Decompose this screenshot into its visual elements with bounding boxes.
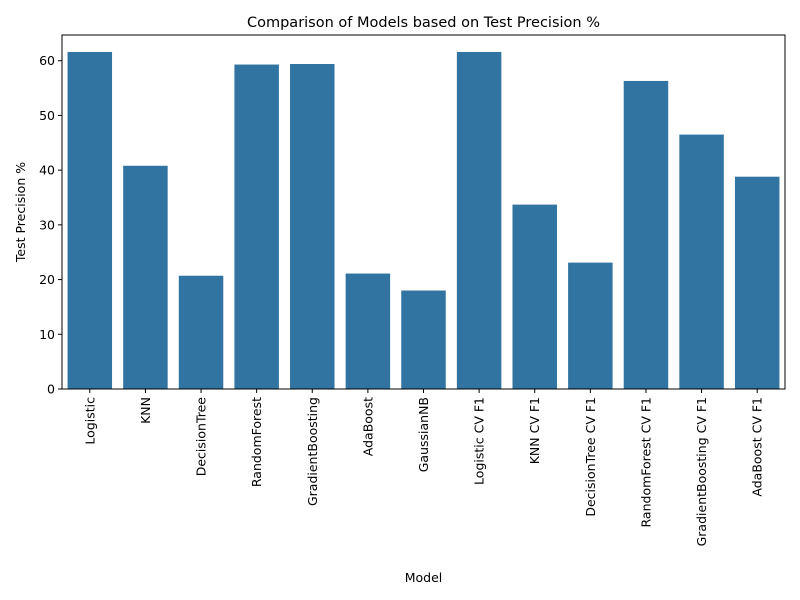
bar-knn — [123, 165, 168, 389]
y-tick-label: 20 — [39, 272, 55, 287]
plot-frame — [61, 34, 786, 390]
x-tick-label: Logistic — [82, 397, 97, 445]
chart-title: Comparison of Models based on Test Preci… — [247, 15, 600, 31]
y-tick-label: 60 — [39, 53, 55, 68]
bar-logistic-cv-f1 — [456, 51, 502, 389]
bar-decisiontree — [178, 275, 224, 389]
x-tick-label: GradientBoosting — [305, 397, 320, 506]
bar-adaboost — [345, 273, 391, 389]
y-tick-label: 0 — [47, 382, 55, 397]
x-tick-label: RandomForest — [249, 397, 264, 487]
bar-logistic — [67, 51, 113, 389]
bar-adaboost-cv-f1 — [734, 176, 780, 389]
y-axis-label: Test Precision % — [13, 162, 28, 263]
bar-gaussiannb — [401, 290, 446, 389]
y-tick-label: 30 — [39, 217, 55, 232]
x-tick-label: KNN CV F1 — [527, 397, 542, 464]
bar-randomforest-cv-f1 — [623, 80, 669, 390]
x-tick-label: GradientBoosting CV F1 — [694, 397, 709, 546]
x-tick-label: KNN — [138, 397, 153, 424]
x-axis: Logistic KNN DecisionTree RandomForest Gradi… — [82, 389, 765, 546]
bar-knn-cv-f1 — [512, 204, 557, 389]
x-tick-label: DecisionTree — [194, 397, 209, 477]
y-tick-label: 50 — [39, 108, 55, 123]
x-tick-label: Logistic CV F1 — [472, 397, 487, 485]
bars-group — [67, 51, 780, 390]
x-tick-label: AdaBoost — [360, 397, 375, 456]
x-tick-label: GaussianNB — [416, 397, 431, 472]
y-tick-label: 40 — [39, 163, 55, 178]
x-axis-label: Model — [405, 570, 443, 585]
y-tick-label: 10 — [39, 327, 55, 342]
x-tick-label: AdaBoost CV F1 — [750, 397, 765, 497]
bar-randomforest — [234, 64, 279, 389]
bar-decisiontree-cv-f1 — [568, 262, 613, 389]
x-tick-label: RandomForest CV F1 — [638, 397, 653, 527]
bar-gradientboosting-cv-f1 — [679, 134, 724, 389]
x-tick-label: DecisionTree CV F1 — [583, 397, 598, 517]
bar-gradientboosting — [290, 63, 335, 390]
y-axis: 0 10 20 30 40 50 60 — [39, 53, 62, 397]
